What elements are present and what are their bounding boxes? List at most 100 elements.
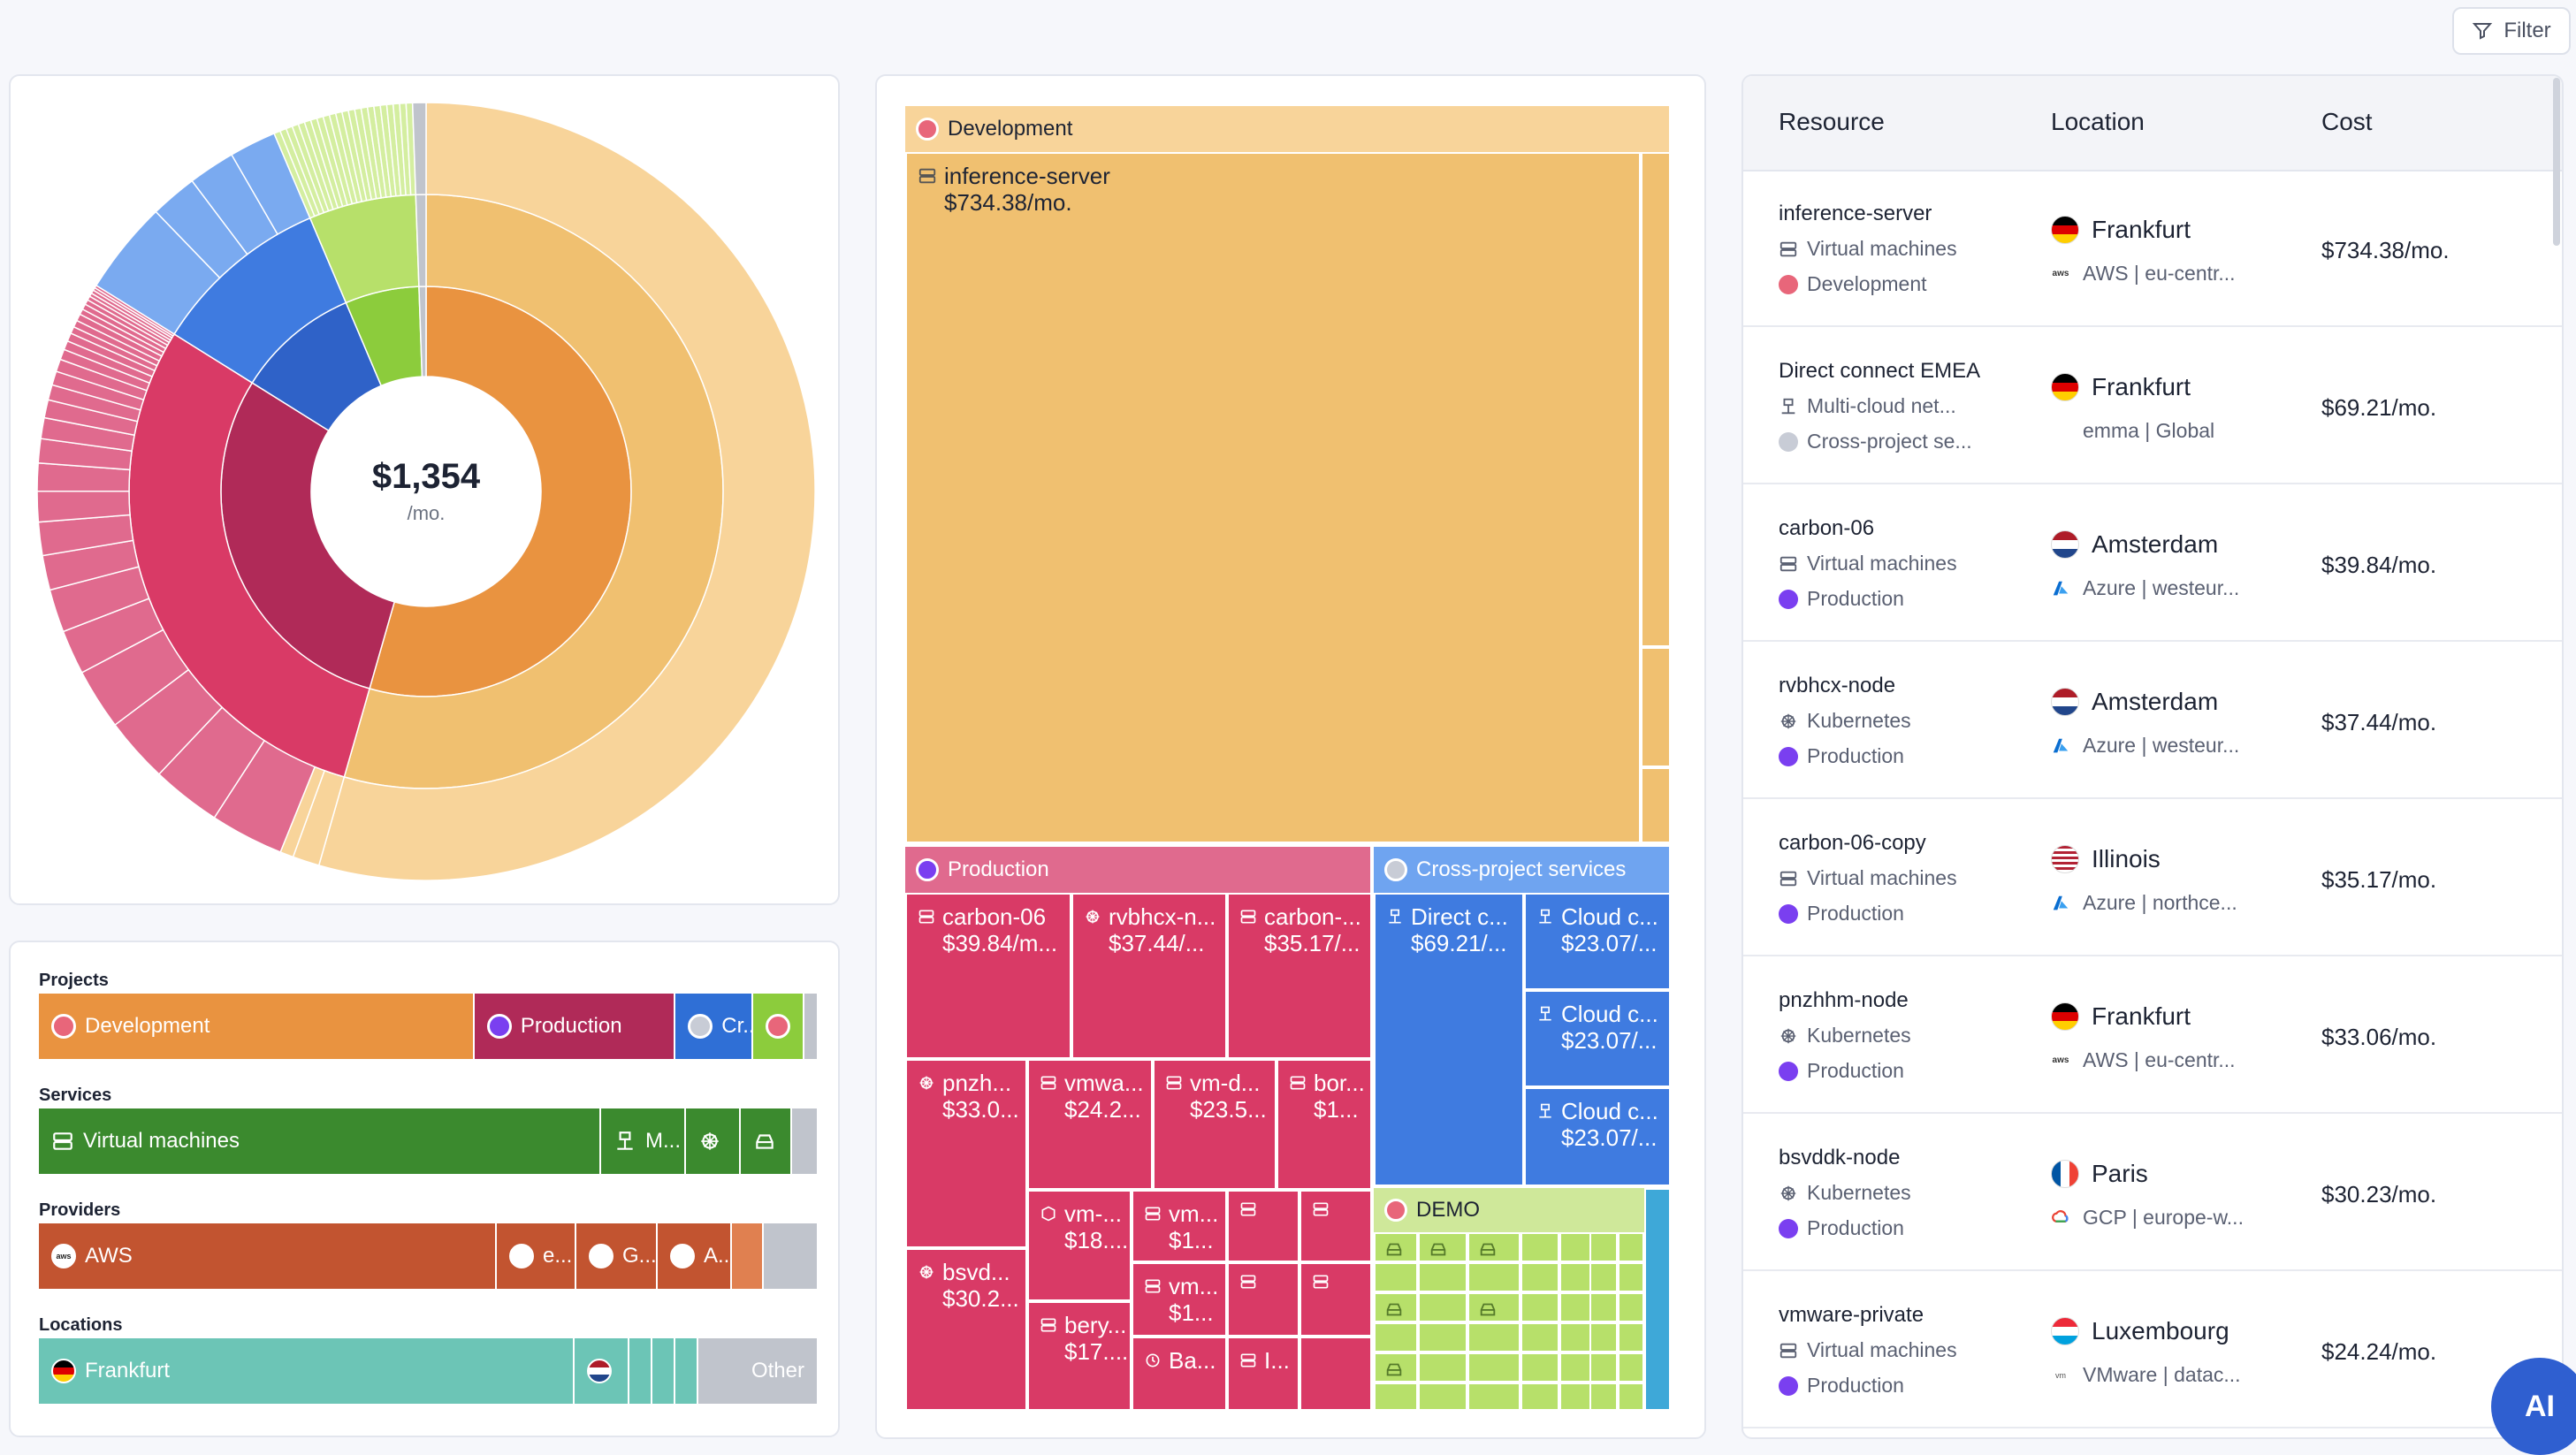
treemap-leaf-bor[interactable]: bor... $1...: [1277, 1059, 1370, 1190]
treemap-leaf-demo-side[interactable]: [1644, 1188, 1669, 1409]
header-location[interactable]: Location: [2051, 108, 2145, 135]
treemap-leaf-demo-0[interactable]: [1374, 1232, 1418, 1262]
table-row[interactable]: rvbhcx-node Kubernetes Production Amster…: [1743, 642, 2562, 799]
treemap-production[interactable]: Production carbon-06 $39.84/m... rvbhcx-n.…: [903, 845, 1372, 1411]
treemap-leaf-dev-4[interactable]: [1641, 767, 1669, 842]
treemap-leaf-vmware[interactable]: vmwa... $24.2...: [1027, 1059, 1153, 1190]
table-row[interactable]: pnzhhm-node Kubernetes Production Frankf…: [1743, 956, 2562, 1114]
treemap-leaf-demo-24[interactable]: [1559, 1232, 1591, 1262]
treemap-leaf-demo-17[interactable]: [1467, 1383, 1520, 1409]
treemap-cross-project[interactable]: Cross-project services Direct c... $69.21…: [1372, 845, 1671, 1186]
treemap-leaf-demo-38[interactable]: [1618, 1292, 1644, 1322]
table-row[interactable]: bsvddk-node Kubernetes Production Paris …: [1743, 1114, 2562, 1271]
treemap-leaf-demo-6[interactable]: [1418, 1232, 1467, 1262]
sunburst-ring3-inference-server[interactable]: [317, 102, 816, 881]
treemap-leaf-pnzh[interactable]: pnzh... $33.0...: [905, 1059, 1027, 1248]
treemap-leaf-demo-4[interactable]: [1374, 1352, 1418, 1383]
treemap-leaf-demo-5[interactable]: [1374, 1383, 1418, 1409]
treemap-demo[interactable]: DEMO: [1372, 1186, 1671, 1411]
service-network-segment[interactable]: M...: [601, 1108, 686, 1174]
treemap-leaf-demo-32[interactable]: [1589, 1292, 1618, 1322]
treemap-leaf-demo-37[interactable]: [1618, 1262, 1644, 1292]
location-frankfurt-segment[interactable]: Frankfurt: [39, 1338, 575, 1404]
treemap-leaf-demo-14[interactable]: [1467, 1292, 1520, 1322]
treemap-leaf-demo-18[interactable]: [1520, 1232, 1559, 1262]
treemap-leaf-demo-28[interactable]: [1559, 1352, 1591, 1383]
location-segment-5[interactable]: [675, 1338, 698, 1404]
treemap-leaf-cloud-2[interactable]: Cloud c... $23.07/...: [1524, 990, 1669, 1087]
table-row[interactable]: Direct connect EMEA Multi-cloud net... C…: [1743, 327, 2562, 484]
treemap-leaf-demo-41[interactable]: [1618, 1383, 1644, 1409]
treemap-leaf-demo-15[interactable]: [1467, 1322, 1520, 1352]
table-row[interactable]: carbon-06 Virtual machines Production Am…: [1743, 484, 2562, 642]
treemap-leaf-demo-29[interactable]: [1559, 1383, 1591, 1409]
location-amsterdam-segment[interactable]: [575, 1338, 629, 1404]
service-vm-segment[interactable]: Virtual machines: [39, 1108, 601, 1174]
treemap-leaf-demo-3[interactable]: [1374, 1322, 1418, 1352]
treemap-leaf-p-s4[interactable]: [1299, 1262, 1370, 1337]
table-row[interactable]: vmware-private Virtual machines Producti…: [1743, 1271, 2562, 1428]
treemap-leaf-demo-35[interactable]: [1589, 1383, 1618, 1409]
treemap-leaf-cloud-1[interactable]: Cloud c... $23.07/...: [1524, 893, 1669, 990]
location-segment-4[interactable]: [652, 1338, 675, 1404]
project-production-segment[interactable]: Production: [474, 994, 676, 1059]
treemap-leaf-demo-31[interactable]: [1589, 1262, 1618, 1292]
treemap-leaf-demo-16[interactable]: [1467, 1352, 1520, 1383]
treemap-leaf-demo-39[interactable]: [1618, 1322, 1644, 1352]
treemap-leaf-demo-40[interactable]: [1618, 1352, 1644, 1383]
treemap-leaf-demo-8[interactable]: [1418, 1292, 1467, 1322]
treemap-leaf-vm-d[interactable]: vm-d... $23.5...: [1153, 1059, 1277, 1190]
treemap-leaf-demo-26[interactable]: [1559, 1292, 1591, 1322]
provider-emma-segment[interactable]: e...: [497, 1223, 576, 1289]
table-row[interactable]: inference-server Virtual machines Develo…: [1743, 170, 2562, 327]
treemap-leaf-bsvd[interactable]: bsvd... $30.2...: [905, 1248, 1027, 1409]
treemap-leaf-demo-7[interactable]: [1418, 1262, 1467, 1292]
treemap-leaf-i[interactable]: I...: [1227, 1337, 1299, 1409]
provider-gcp-segment[interactable]: G...: [576, 1223, 658, 1289]
table-row[interactable]: carbon-06-copy Virtual machines Producti…: [1743, 799, 2562, 956]
treemap-leaf-demo-36[interactable]: [1618, 1232, 1644, 1262]
project-development-segment[interactable]: Development: [39, 994, 475, 1059]
ai-assistant-button[interactable]: AI: [2491, 1358, 2576, 1455]
treemap-leaf-vm-a[interactable]: vm-... $18....: [1027, 1190, 1132, 1301]
treemap-leaf-carbon-copy[interactable]: carbon-... $35.17/...: [1227, 893, 1370, 1059]
treemap-leaf-demo-19[interactable]: [1520, 1262, 1559, 1292]
treemap-leaf-backup[interactable]: Ba...: [1132, 1337, 1227, 1409]
treemap-leaf-p-s5[interactable]: [1299, 1337, 1370, 1409]
treemap-leaf-bery[interactable]: bery... $17....: [1027, 1301, 1132, 1409]
treemap-development[interactable]: Development inference-server $734.38/mo.: [903, 104, 1671, 843]
treemap-leaf-p-s1[interactable]: [1227, 1190, 1299, 1262]
sunburst-ring3-other[interactable]: [411, 102, 427, 195]
header-cost[interactable]: Cost: [2321, 108, 2373, 135]
provider-azure-segment[interactable]: A...: [658, 1223, 732, 1289]
treemap-leaf-dev-3[interactable]: [1641, 647, 1669, 767]
treemap-leaf-demo-21[interactable]: [1520, 1322, 1559, 1352]
treemap-leaf-demo-25[interactable]: [1559, 1262, 1591, 1292]
treemap-leaf-demo-12[interactable]: [1467, 1232, 1520, 1262]
treemap-leaf-vm-b[interactable]: vm... $1...: [1132, 1190, 1227, 1262]
treemap-leaf-demo-27[interactable]: [1559, 1322, 1591, 1352]
table-scrollbar[interactable]: [2553, 78, 2560, 246]
project-other-segment[interactable]: [804, 994, 817, 1059]
sunburst-chart[interactable]: $1,354 /mo.: [11, 76, 838, 903]
treemap-leaf-cloud-3[interactable]: Cloud c... $23.07/...: [1524, 1087, 1669, 1185]
treemap-leaf-carbon-06[interactable]: carbon-06 $39.84/m...: [905, 893, 1071, 1059]
treemap-leaf-demo-9[interactable]: [1418, 1322, 1467, 1352]
service-storage-segment[interactable]: [741, 1108, 792, 1174]
treemap-leaf-demo-34[interactable]: [1589, 1352, 1618, 1383]
project-demo-segment[interactable]: [753, 994, 804, 1059]
treemap-leaf-direct[interactable]: Direct c... $69.21/...: [1374, 893, 1524, 1185]
provider-aws-segment[interactable]: aws AWS: [39, 1223, 497, 1289]
treemap-leaf-p-s2[interactable]: [1299, 1190, 1370, 1262]
treemap-leaf-p-s3[interactable]: [1227, 1262, 1299, 1337]
treemap-leaf-dev-2[interactable]: [1641, 152, 1669, 647]
treemap-leaf-demo-23[interactable]: [1520, 1383, 1559, 1409]
treemap-leaf-rvbhcx[interactable]: rvbhcx-n... $37.44/...: [1071, 893, 1227, 1059]
treemap-leaf-demo-11[interactable]: [1418, 1383, 1467, 1409]
treemap-leaf-demo-33[interactable]: [1589, 1322, 1618, 1352]
filter-button[interactable]: Filter: [2452, 7, 2571, 55]
treemap-leaf-demo-10[interactable]: [1418, 1352, 1467, 1383]
location-other-segment[interactable]: Other: [698, 1338, 817, 1404]
project-cross-segment[interactable]: Cr...: [675, 994, 754, 1059]
treemap-leaf-demo-13[interactable]: [1467, 1262, 1520, 1292]
